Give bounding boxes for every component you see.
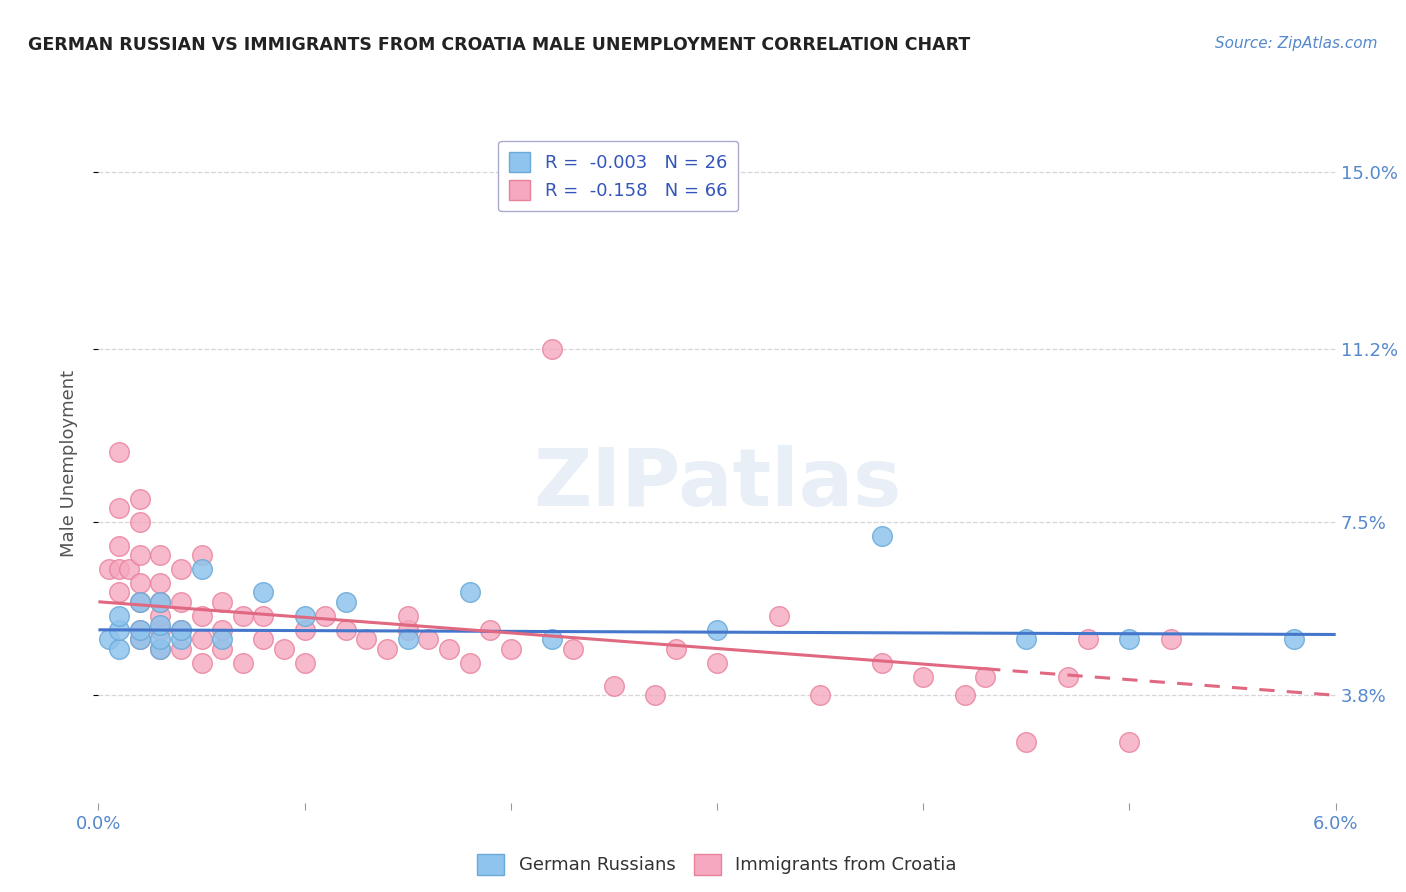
Point [1015,632,1038,647]
Point [149,595,172,609]
Point [211,632,233,647]
Point [128,632,150,647]
Point [108,608,131,623]
Point [458,656,481,670]
Point [211,641,233,656]
Point [912,669,935,683]
Point [149,548,172,562]
Point [190,632,212,647]
Point [644,688,666,702]
Point [541,343,564,357]
Point [128,595,150,609]
Point [118,562,141,576]
Point [294,608,316,623]
Point [1015,735,1038,749]
Point [149,576,172,591]
Legend: German Russians, Immigrants from Croatia: German Russians, Immigrants from Croatia [470,847,965,882]
Point [1056,669,1078,683]
Point [603,679,626,693]
Point [211,595,233,609]
Point [252,632,274,647]
Point [375,641,398,656]
Point [252,608,274,623]
Point [294,656,316,670]
Text: Source: ZipAtlas.com: Source: ZipAtlas.com [1215,36,1378,51]
Point [561,641,583,656]
Point [396,632,419,647]
Point [294,623,316,637]
Point [808,688,831,702]
Point [108,623,131,637]
Point [499,641,522,656]
Point [108,585,131,599]
Point [1077,632,1099,647]
Point [706,656,728,670]
Point [314,608,336,623]
Point [232,656,254,670]
Point [108,445,131,459]
Point [1284,632,1306,647]
Point [149,632,172,647]
Point [870,656,893,670]
Point [190,656,212,670]
Point [149,618,172,632]
Point [974,669,997,683]
Point [190,608,212,623]
Point [149,608,172,623]
Point [149,623,172,637]
Point [149,595,172,609]
Point [953,688,976,702]
Point [356,632,378,647]
Point [1118,632,1140,647]
Point [541,632,564,647]
Point [479,623,502,637]
Point [108,641,131,656]
Point [335,595,357,609]
Point [190,562,212,576]
Point [170,595,193,609]
Point [768,608,790,623]
Point [190,548,212,562]
Point [108,501,131,516]
Point [170,562,193,576]
Point [170,623,193,637]
Point [128,632,150,647]
Point [128,595,150,609]
Text: ZIPatlas: ZIPatlas [533,445,901,524]
Point [128,623,150,637]
Point [396,623,419,637]
Point [128,491,150,506]
Point [458,585,481,599]
Point [149,641,172,656]
Point [418,632,440,647]
Point [665,641,688,656]
Point [97,632,120,647]
Point [170,632,193,647]
Point [128,548,150,562]
Point [1160,632,1182,647]
Point [211,623,233,637]
Point [170,641,193,656]
Point [108,539,131,553]
Point [335,623,357,637]
Point [97,562,120,576]
Point [128,516,150,530]
Point [396,608,419,623]
Y-axis label: Male Unemployment: Male Unemployment [59,370,77,558]
Point [128,576,150,591]
Point [437,641,460,656]
Point [870,529,893,543]
Point [1118,735,1140,749]
Point [149,641,172,656]
Point [232,608,254,623]
Point [252,585,274,599]
Point [128,623,150,637]
Point [706,623,728,637]
Point [170,623,193,637]
Point [108,562,131,576]
Point [273,641,295,656]
Text: GERMAN RUSSIAN VS IMMIGRANTS FROM CROATIA MALE UNEMPLOYMENT CORRELATION CHART: GERMAN RUSSIAN VS IMMIGRANTS FROM CROATI… [28,36,970,54]
